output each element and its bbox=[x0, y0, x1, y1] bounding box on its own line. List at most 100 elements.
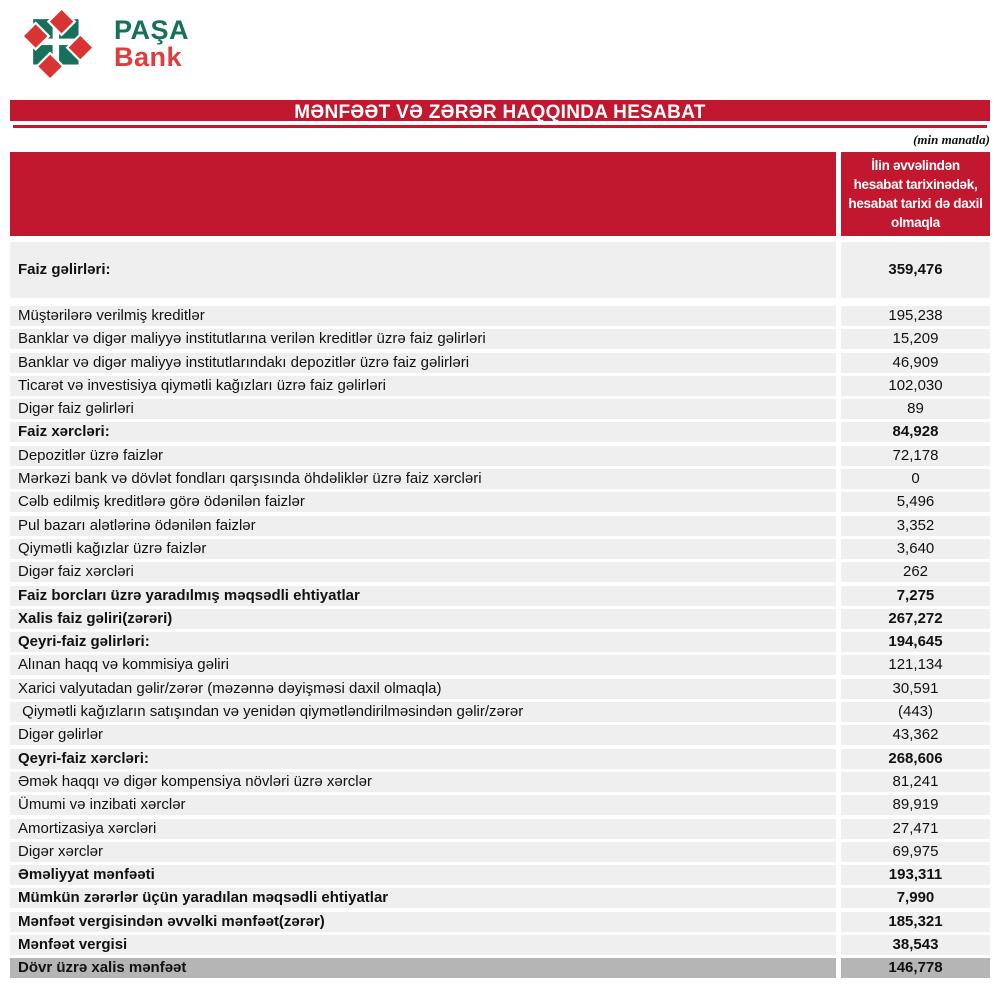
profit-loss-table: İlin əvvəlindən hesabat tarixinədək, hes… bbox=[10, 152, 990, 979]
column-divider bbox=[836, 306, 841, 326]
column-divider bbox=[836, 678, 841, 699]
column-divider bbox=[836, 655, 841, 676]
column-divider bbox=[836, 352, 841, 373]
column-divider bbox=[836, 911, 841, 932]
column-divider bbox=[836, 771, 841, 792]
table-header-row: İlin əvvəlindən hesabat tarixinədək, hes… bbox=[10, 152, 990, 236]
column-divider bbox=[836, 608, 841, 629]
row-label: Amortizasiya xərcləri bbox=[10, 818, 836, 839]
column-divider bbox=[836, 469, 841, 490]
bank-brand: PAŞA Bank bbox=[22, 8, 189, 80]
row-label: Qiymətli kağızlar üzrə faizlər bbox=[10, 538, 836, 559]
table-row: Faiz xərcləri: 84,928 bbox=[10, 422, 990, 443]
row-label: Xalis faiz gəliri(zərəri) bbox=[10, 608, 836, 629]
row-label: Əmək haqqı və digər kompensiya növləri ü… bbox=[10, 771, 836, 792]
row-value: 3,352 bbox=[841, 515, 990, 536]
column-divider bbox=[836, 865, 841, 886]
row-value: 3,640 bbox=[841, 538, 990, 559]
table-row: Ümumi və inzibati xərclər 89,919 bbox=[10, 795, 990, 816]
table-row: Qiymətli kağızlar üzrə faizlər 3,640 bbox=[10, 538, 990, 559]
row-value: 27,471 bbox=[841, 818, 990, 839]
table-row: Amortizasiya xərcləri 27,471 bbox=[10, 818, 990, 839]
row-label: Faiz borcları üzrə yaradılmış məqsədli e… bbox=[10, 585, 836, 606]
row-value: 89,919 bbox=[841, 795, 990, 816]
row-label: Banklar və digər maliyyə institutlarına … bbox=[10, 329, 836, 350]
value-column-header: İlin əvvəlindən hesabat tarixinədək, hes… bbox=[841, 152, 990, 236]
row-value: 84,928 bbox=[841, 422, 990, 443]
row-value: 30,591 bbox=[841, 678, 990, 699]
column-divider bbox=[836, 958, 841, 979]
table-row: Cəlb edilmiş kreditlərə görə ödənilən fa… bbox=[10, 492, 990, 513]
column-divider bbox=[836, 841, 841, 862]
row-label: Alınan haqq və kommisiya gəliri bbox=[10, 655, 836, 676]
column-divider bbox=[836, 399, 841, 420]
table-row: Banklar və digər maliyyə institutlarında… bbox=[10, 352, 990, 373]
report-title: MƏNFƏƏT VƏ ZƏRƏR HAQQINDA HESABAT bbox=[10, 100, 990, 125]
column-divider bbox=[836, 538, 841, 559]
row-label: Depozitlər üzrə faizlər bbox=[10, 445, 836, 466]
row-value: 69,975 bbox=[841, 841, 990, 862]
row-label: Digər gəlirlər bbox=[10, 725, 836, 746]
row-label: Digər faiz xərcləri bbox=[10, 562, 836, 583]
column-divider bbox=[836, 818, 841, 839]
row-value: 7,275 bbox=[841, 585, 990, 606]
row-label: Müştərilərə verilmiş kreditlər bbox=[10, 306, 836, 326]
column-divider bbox=[836, 515, 841, 536]
unit-note: (min manatla) bbox=[913, 132, 990, 147]
row-value: 185,321 bbox=[841, 911, 990, 932]
row-value: 193,311 bbox=[841, 865, 990, 886]
row-value: 146,778 bbox=[841, 958, 990, 979]
table-row: Digər xərclər 69,975 bbox=[10, 841, 990, 862]
table-row: Qiymətli kağızların satışından və yenidə… bbox=[10, 702, 990, 723]
table-row: Faiz borcları üzrə yaradılmış məqsədli e… bbox=[10, 585, 990, 606]
header-line: hesabat tarixinədək, bbox=[853, 177, 978, 192]
row-label: Cəlb edilmiş kreditlərə görə ödənilən fa… bbox=[10, 492, 836, 513]
column-divider bbox=[836, 492, 841, 513]
bank-name-line1: PAŞA bbox=[114, 15, 190, 45]
row-value: 102,030 bbox=[841, 375, 990, 396]
table-row: Əməliyyat mənfəəti 193,311 bbox=[10, 865, 990, 886]
header-line: İlin əvvəlindən bbox=[871, 158, 960, 173]
row-value: 267,272 bbox=[841, 608, 990, 629]
column-divider bbox=[836, 445, 841, 466]
row-value: 359,476 bbox=[841, 242, 990, 298]
column-divider bbox=[836, 888, 841, 909]
table-row: Mərkəzi bank və dövlət fondları qarşısın… bbox=[10, 469, 990, 490]
table-row: Faiz gəlirləri: 359,476 bbox=[10, 242, 990, 298]
row-value: 38,543 bbox=[841, 935, 990, 956]
row-value: 72,178 bbox=[841, 445, 990, 466]
table-row: Qeyri-faiz gəlirləri: 194,645 bbox=[10, 632, 990, 653]
row-label: Ümumi və inzibati xərclər bbox=[10, 795, 836, 816]
column-divider bbox=[836, 242, 841, 298]
bank-name: PAŞA Bank bbox=[114, 17, 189, 71]
row-label: Qeyri-faiz xərcləri: bbox=[10, 748, 836, 769]
row-label: Mənfəət vergisi bbox=[10, 935, 836, 956]
row-value: 121,134 bbox=[841, 655, 990, 676]
column-divider bbox=[836, 422, 841, 443]
row-value: (443) bbox=[841, 702, 990, 723]
row-label: Digər xərclər bbox=[10, 841, 836, 862]
table-row: Mənfəət vergisindən əvvəlki mənfəət(zərə… bbox=[10, 911, 990, 932]
row-label: Xarici valyutadan gəlir/zərər (məzənnə d… bbox=[10, 678, 836, 699]
table-row: Alınan haqq və kommisiya gəliri 121,134 bbox=[10, 655, 990, 676]
table-body: Faiz gəlirləri: 359,476 Müştərilərə veri… bbox=[10, 242, 990, 979]
row-label: Faiz gəlirləri: bbox=[10, 242, 836, 298]
table-row: Digər faiz gəlirləri 89 bbox=[10, 399, 990, 420]
table-row: Xalis faiz gəliri(zərəri) 267,272 bbox=[10, 608, 990, 629]
row-value: 195,238 bbox=[841, 306, 990, 326]
column-divider bbox=[836, 935, 841, 956]
row-label: Faiz xərcləri: bbox=[10, 422, 836, 443]
table-row: Digər gəlirlər 43,362 bbox=[10, 725, 990, 746]
row-value: 262 bbox=[841, 562, 990, 583]
table-row: Xarici valyutadan gəlir/zərər (məzənnə d… bbox=[10, 678, 990, 699]
row-value: 46,909 bbox=[841, 352, 990, 373]
column-divider bbox=[836, 152, 841, 236]
row-label: Digər faiz gəlirləri bbox=[10, 399, 836, 420]
table-row: Digər faiz xərcləri 262 bbox=[10, 562, 990, 583]
column-divider bbox=[836, 632, 841, 653]
row-label: Mənfəət vergisindən əvvəlki mənfəət(zərə… bbox=[10, 911, 836, 932]
row-label: Mərkəzi bank və dövlət fondları qarşısın… bbox=[10, 469, 836, 490]
table-row: Ticarət və investisiya qiymətli kağızlar… bbox=[10, 375, 990, 396]
table-row: Müştərilərə verilmiş kreditlər 195,238 bbox=[10, 306, 990, 326]
row-label: Banklar və digər maliyyə institutlarında… bbox=[10, 352, 836, 373]
